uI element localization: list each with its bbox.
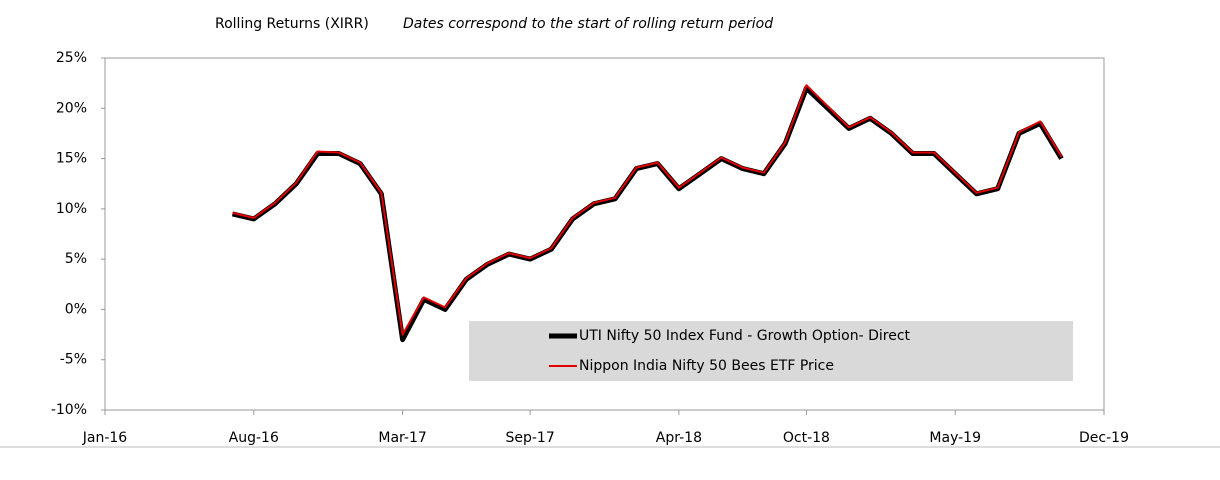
y-tick-label: 25% <box>56 50 87 66</box>
x-tick-label: Oct-18 <box>783 430 830 446</box>
legend-box <box>469 321 1073 381</box>
y-tick-label: 5% <box>65 251 87 267</box>
y-tick-label: -10% <box>51 402 87 418</box>
series-line <box>231 85 1064 343</box>
chart-subtitle: Dates correspond to the start of rolling… <box>403 16 773 32</box>
y-tick-label: 20% <box>56 100 87 116</box>
y-tick-label: -5% <box>60 352 87 368</box>
legend-label: UTI Nifty 50 Index Fund - Growth Option-… <box>579 328 911 344</box>
y-tick-label: 0% <box>65 301 87 317</box>
plot-area <box>104 57 1105 411</box>
series-line <box>232 84 1063 336</box>
legend-label: Nippon India Nifty 50 Bees ETF Price <box>579 358 834 374</box>
chart-title: Rolling Returns (XIRR) <box>215 16 369 32</box>
x-tick-label: Sep-17 <box>505 430 554 446</box>
x-tick-label: Apr-18 <box>656 430 702 446</box>
x-tick-label: Dec-19 <box>1079 430 1129 446</box>
x-tick-label: May-19 <box>929 430 981 446</box>
x-tick-label: Aug-16 <box>229 430 279 446</box>
y-tick-label: 10% <box>56 201 87 217</box>
x-tick-label: Mar-17 <box>378 430 426 446</box>
y-tick-label: 15% <box>56 151 87 167</box>
x-tick-label: Jan-16 <box>82 430 128 446</box>
